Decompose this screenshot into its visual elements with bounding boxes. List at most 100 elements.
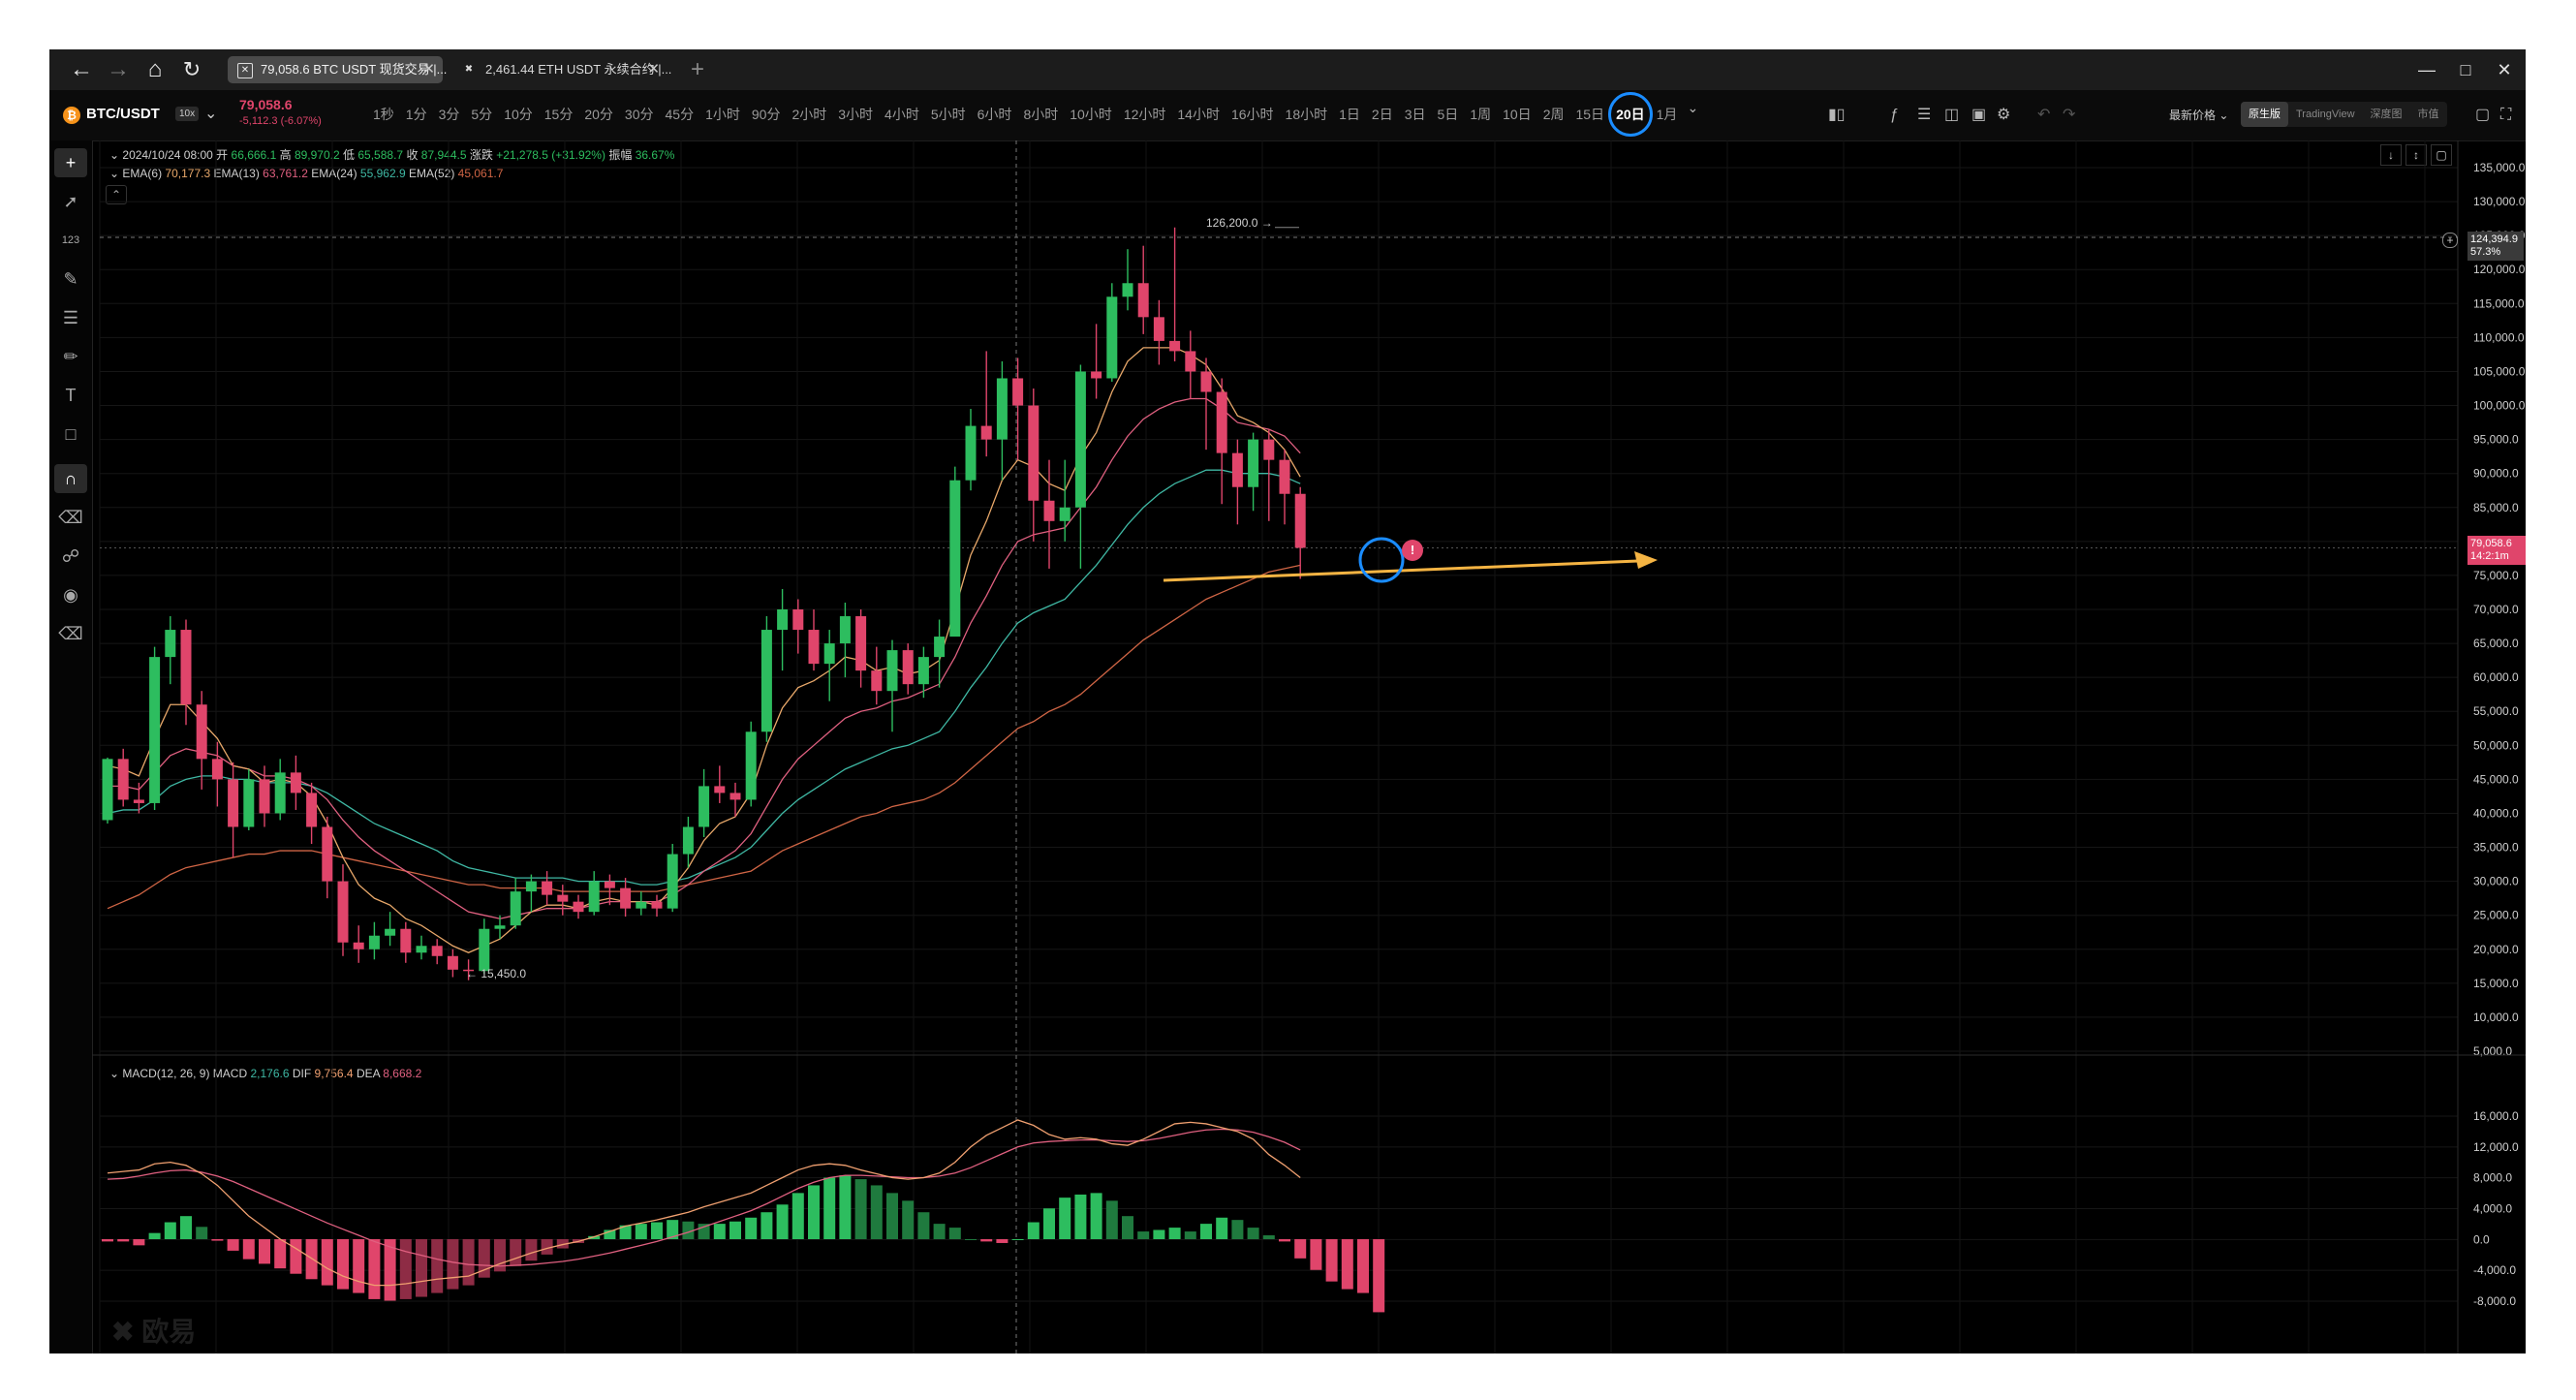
fullscreen-icon[interactable]: ⛶ [2500,107,2512,123]
view-native[interactable]: 原生版 [2241,102,2288,127]
indicators-icon[interactable]: ƒ [1890,107,1899,123]
timeframe-button[interactable]: 18小时 [1285,107,1328,122]
alert-badge[interactable]: ! [1402,540,1423,561]
high-marker-value: 126,200.0 [1206,216,1258,230]
candle-body [808,630,820,665]
view-tradingview[interactable]: TradingView [2296,109,2355,120]
minimize-icon[interactable]: — [2418,60,2436,79]
new-tab-icon[interactable]: + [690,56,704,82]
timeframe-button[interactable]: 3小时 [838,107,874,122]
candle-body [1059,507,1071,521]
eraser-icon[interactable]: ⌫ [58,508,83,527]
layout-icon[interactable]: ▢ [2475,107,2491,123]
candle-body [479,928,490,972]
timeframe-button[interactable]: 10小时 [1070,107,1112,122]
timeframe-button[interactable]: 3分 [438,107,460,122]
home-icon[interactable]: ⌂ [147,56,163,82]
tab-btc-spot[interactable]: ✕ 79,058.6 BTC USDT 现货交易 |... ✕ [228,56,447,83]
download-icon[interactable]: ↓ [2380,144,2402,166]
timeframe-button[interactable]: 1周 [1470,107,1492,122]
timeframe-button[interactable]: 45分 [665,107,695,122]
macd-bar [211,1239,224,1241]
timeframe-button[interactable]: 10日 [1503,107,1532,122]
price-axis-label: 20,000.0 [2473,943,2519,956]
timeframe-button[interactable]: 15日 [1575,107,1605,122]
candle-style-icon[interactable]: ▮▯ [1828,107,1846,123]
tab-eth-perp[interactable]: ✖ 2,461.44 ETH USDT 永续合约 |... ✕ [452,56,672,83]
view-marketcap[interactable]: 市值 [2417,109,2439,120]
chevron-down-icon[interactable]: ⌄ [204,106,218,122]
shape-icon[interactable]: □ [65,424,77,444]
price-axis-label: 45,000.0 [2473,772,2519,786]
undo-icon[interactable]: ↶ [2037,107,2051,123]
chevron-down-icon[interactable]: ⌄ [1687,100,1699,115]
price-axis-label: 110,000.0 [2473,330,2525,344]
magnet-icon[interactable]: ∩ [54,464,87,493]
candle-body [196,704,207,760]
redo-icon[interactable]: ↷ [2063,107,2076,123]
collapse-legend-button[interactable]: ⌃ [106,185,127,204]
chevron-down-icon[interactable]: ⌄ [109,167,120,180]
timeframe-button[interactable]: 10分 [504,107,533,122]
reload-icon[interactable]: ↻ [182,57,202,81]
timeframe-button[interactable]: 5日 [1437,107,1459,122]
close-tab-icon[interactable]: ✕ [422,61,435,78]
window-icon[interactable]: ▢ [2431,144,2452,166]
timeframe-button[interactable]: 3日 [1404,107,1426,122]
timeframe-button[interactable]: 16小时 [1230,107,1274,122]
timeframe-button[interactable]: 15分 [543,107,574,122]
timeframe-button[interactable]: 20日 [1616,107,1645,122]
snapshot-icon[interactable]: ▣ [1971,107,1987,123]
candle-body [542,881,553,895]
timeframe-button[interactable]: 90分 [751,107,781,122]
timeframe-button[interactable]: 2周 [1542,107,1565,122]
eye-icon[interactable]: ◉ [63,585,78,605]
candle-body [1294,493,1306,548]
expand-icon[interactable]: ↕ [2405,144,2427,166]
timeframe-button[interactable]: 1日 [1339,107,1360,122]
template-icon[interactable]: ◫ [1944,107,1960,123]
text-icon[interactable]: T [65,386,77,405]
timeframe-button[interactable]: 6小时 [977,107,1012,122]
fib-icon[interactable]: 123 [61,234,80,246]
trendline-icon[interactable]: ➚ [63,192,78,211]
timeframe-button[interactable]: 5分 [471,107,493,122]
view-depth[interactable]: 深度图 [2370,109,2403,120]
timeframe-button[interactable]: 1秒 [373,107,394,122]
chevron-down-icon[interactable]: ⌄ [109,1067,120,1080]
timeframe-button[interactable]: 14小时 [1177,107,1220,122]
timeframe-button[interactable]: 1分 [405,107,427,122]
timeframe-button[interactable]: 8小时 [1023,107,1059,122]
timeframe-button[interactable]: 2小时 [791,107,827,122]
timeframe-button[interactable]: 30分 [624,107,654,122]
current-countdown: 14:2:1m [2470,550,2509,562]
price-chart[interactable]: 135,000.0130,000.0125,000.0120,000.0115,… [49,49,2526,1353]
menu-lines-icon[interactable]: ☰ [1917,107,1932,123]
timeframe-button[interactable]: 20分 [584,107,613,122]
forward-arrow-icon[interactable]: → [107,56,130,82]
timeframe-button[interactable]: 1月 [1656,107,1678,122]
ruler-icon[interactable]: ✏ [63,347,78,366]
pattern-icon[interactable]: ✎ [63,269,78,289]
trash-icon[interactable]: ⌫ [58,624,83,643]
add-alert-icon[interactable]: + [2442,233,2458,248]
macd-bar [965,1239,977,1240]
symbol-name[interactable]: BTC/USDT [86,106,160,122]
timeframe-button[interactable]: 2日 [1371,107,1393,122]
candle-body [385,928,396,936]
chevron-down-icon[interactable]: ⌄ [109,148,120,162]
back-arrow-icon[interactable]: ← [70,56,93,82]
timeframe-button[interactable]: 1小时 [705,107,740,122]
lock-icon[interactable]: ☍ [61,546,80,566]
settings-gear-icon[interactable]: ⚙ [1997,107,2011,123]
close-window-icon[interactable]: ✕ [2497,60,2512,79]
close-tab-icon[interactable]: ✕ [647,61,660,78]
channel-icon[interactable]: ☰ [62,308,79,327]
candle-body [337,881,349,943]
crosshair-icon[interactable]: + [54,148,87,177]
timeframe-button[interactable]: 12小时 [1123,107,1166,122]
timeframe-button[interactable]: 5小时 [930,107,966,122]
timeframe-button[interactable]: 4小时 [885,107,919,122]
maximize-icon[interactable]: □ [2460,60,2471,79]
price-type-select[interactable]: 最新价格 ⌄ [2169,109,2229,122]
